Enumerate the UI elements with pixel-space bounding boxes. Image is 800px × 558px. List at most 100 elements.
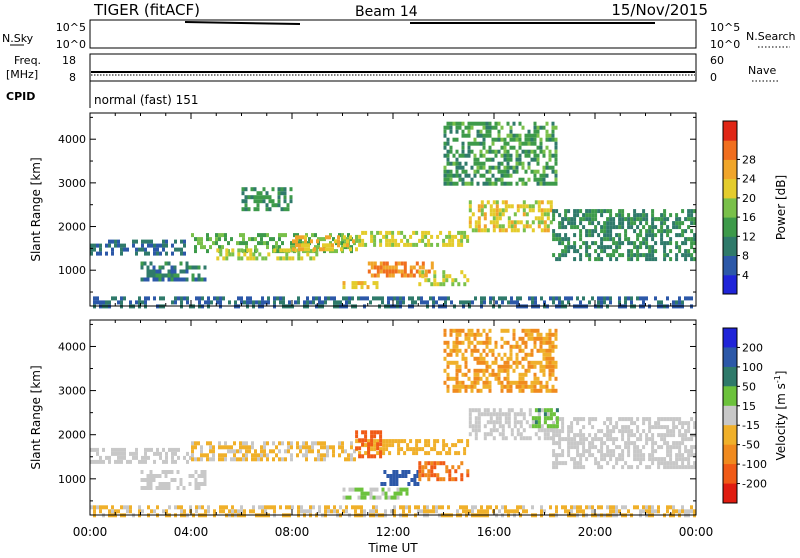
data-cell (684, 241, 688, 246)
data-cell (268, 207, 272, 212)
data-cell (427, 439, 431, 444)
data-cell (363, 281, 367, 286)
data-cell (549, 200, 553, 205)
data-cell (510, 220, 514, 225)
data-cell (464, 384, 468, 389)
data-cell (376, 430, 380, 435)
data-cell (657, 465, 661, 470)
data-cell (539, 360, 543, 365)
data-cell (542, 348, 546, 353)
data-cell (230, 237, 233, 242)
data-cell (657, 417, 661, 422)
data-cell (630, 253, 634, 258)
data-cell (609, 217, 613, 222)
data-cell (149, 261, 153, 266)
data-cell (693, 221, 697, 226)
data-cell (543, 212, 547, 217)
data-cell (448, 477, 452, 482)
data-cell (518, 177, 522, 182)
data-cell (260, 233, 263, 238)
data-cell (518, 336, 522, 341)
data-cell (552, 229, 556, 234)
data-cell (672, 429, 676, 434)
data-cell (218, 441, 221, 446)
data-cell (551, 169, 555, 174)
data-cell (570, 429, 574, 434)
data-cell (558, 257, 562, 262)
freq-label: Freq. (14, 54, 41, 67)
data-cell (159, 243, 162, 248)
data-cell (570, 509, 573, 514)
data-cell (424, 234, 428, 239)
data-cell (525, 220, 529, 225)
data-cell (606, 245, 610, 250)
data-cell (527, 336, 531, 341)
data-cell (548, 348, 552, 353)
freq-tick-bottom: 8 (69, 71, 76, 84)
nave-tick-bottom: 0 (710, 71, 717, 84)
data-cell (383, 470, 387, 474)
data-cell (316, 239, 319, 244)
data-cell (323, 457, 326, 462)
data-cell (551, 340, 555, 345)
data-cell (257, 453, 260, 458)
data-cell (295, 239, 298, 244)
data-cell (545, 173, 549, 178)
data-cell (389, 478, 393, 482)
data-cell (171, 300, 174, 305)
data-cell (243, 252, 247, 257)
data-cell (243, 300, 246, 305)
data-cell (111, 296, 114, 301)
data-cell (420, 300, 423, 305)
data-cell (554, 137, 558, 142)
data-cell (684, 465, 688, 470)
data-cell (528, 296, 531, 301)
data-cell (498, 296, 501, 301)
data-cell (114, 459, 117, 464)
data-cell (630, 221, 634, 226)
data-cell (291, 256, 295, 261)
data-cell (545, 388, 549, 393)
data-cell (244, 187, 248, 192)
data-cell (500, 177, 504, 182)
data-cell (489, 300, 492, 305)
data-cell (522, 505, 525, 510)
data-cell (355, 234, 359, 239)
data-cell (117, 300, 120, 305)
data-cell (585, 253, 589, 258)
data-cell (690, 445, 694, 450)
data-cell (533, 153, 537, 158)
data-cell (534, 200, 538, 205)
data-cell (448, 451, 452, 456)
data-cell (477, 416, 481, 421)
data-cell (588, 449, 592, 454)
data-cell (543, 420, 547, 425)
data-cell (345, 495, 349, 500)
data-cell (597, 465, 601, 470)
data-cell (266, 453, 269, 458)
data-cell (648, 417, 652, 422)
data-cell (489, 432, 493, 437)
data-cell (627, 257, 631, 262)
data-cell (206, 441, 209, 446)
data-cell (200, 241, 203, 246)
data-cell (540, 509, 543, 514)
data-cell (684, 421, 688, 426)
data-cell (197, 457, 200, 462)
data-cell (448, 473, 452, 478)
data-cell (654, 217, 658, 222)
data-cell (212, 453, 215, 458)
data-cell (304, 247, 307, 252)
data-cell (375, 487, 379, 492)
data-cell (479, 388, 483, 393)
data-cell (200, 474, 204, 478)
data-cell (330, 509, 333, 514)
data-cell (336, 300, 339, 305)
data-cell (433, 473, 437, 478)
data-cell (591, 425, 595, 430)
data-cell (219, 252, 223, 257)
data-cell (551, 121, 555, 126)
colorbar-tick-label: 4 (742, 269, 749, 282)
data-cell (470, 352, 474, 357)
data-cell (426, 509, 429, 514)
